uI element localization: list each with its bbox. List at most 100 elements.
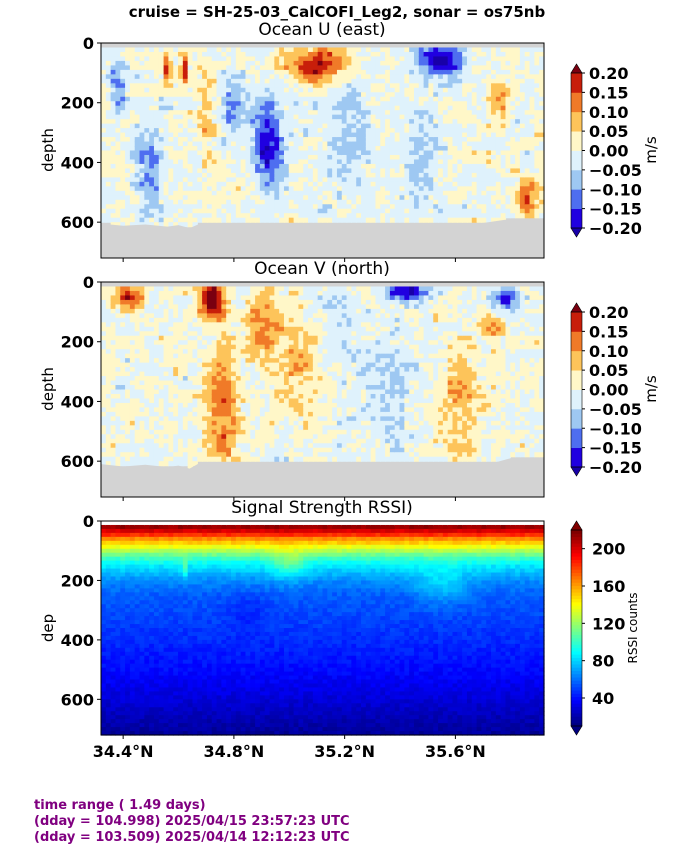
heatmap-cell (245, 83, 251, 89)
heatmap-cell (279, 128, 285, 134)
heatmap-cell (153, 69, 160, 75)
heatmap-cell (433, 105, 439, 111)
heatmap-cell (235, 110, 242, 116)
heatmap-cell (418, 65, 425, 71)
heatmap-cell (327, 87, 333, 93)
heatmap-cell (105, 380, 112, 386)
heatmap-cell (125, 438, 131, 444)
heatmap-cell (308, 159, 314, 165)
heatmap-cell (539, 105, 545, 111)
heatmap-cell (346, 119, 352, 125)
heatmap-cell (341, 51, 348, 58)
heatmap-cell (178, 304, 184, 310)
heatmap-cell (457, 159, 463, 165)
heatmap-cell (466, 114, 473, 120)
heatmap-cell (394, 217, 401, 223)
heatmap-cell (105, 78, 112, 84)
heatmap-cell (452, 190, 458, 196)
heatmap-cell (274, 96, 280, 102)
heatmap-cell (500, 195, 507, 201)
heatmap-cell (221, 56, 227, 62)
heatmap-cell (235, 181, 242, 187)
heatmap-cell (404, 110, 410, 116)
heatmap-cell (139, 376, 145, 382)
heatmap-cell (211, 326, 218, 332)
heatmap-cell (158, 376, 165, 382)
heatmap-cell (105, 407, 112, 413)
heatmap-cell (529, 150, 535, 156)
heatmap-cell (202, 168, 208, 174)
heatmap-cell (139, 51, 145, 58)
heatmap-cell (144, 114, 150, 120)
heatmap-cell (202, 402, 208, 409)
heatmap-cell (279, 159, 285, 165)
heatmap-cell (173, 443, 179, 449)
heatmap-cell (515, 213, 521, 219)
heatmap-cell (250, 195, 256, 201)
heatmap-cell (466, 199, 473, 205)
heatmap-cell (380, 181, 386, 187)
heatmap-cell (158, 150, 165, 156)
heatmap-cell (476, 110, 483, 116)
heatmap-cell (322, 159, 328, 165)
heatmap-cell (293, 78, 300, 84)
heatmap-cell (534, 163, 540, 170)
heatmap-cell (115, 443, 121, 449)
heatmap-cell (269, 172, 275, 178)
heatmap-cell (134, 340, 141, 346)
heatmap-cell (486, 96, 492, 102)
heatmap-cell (134, 452, 141, 458)
heatmap-cell (178, 65, 184, 71)
heatmap-cell (322, 69, 328, 75)
heatmap-cell (365, 208, 372, 214)
heatmap-cell (125, 87, 131, 93)
heatmap-cell (158, 335, 165, 341)
heatmap-cell (178, 290, 184, 297)
heatmap-cell (462, 186, 468, 192)
heatmap-cell (163, 425, 170, 431)
heatmap-cell (389, 137, 396, 143)
heatmap-cell (231, 83, 237, 89)
heatmap-cell (293, 123, 300, 129)
heatmap-cell (163, 137, 170, 143)
heatmap-cell (250, 150, 256, 156)
heatmap-cell (481, 56, 487, 62)
heatmap-cell (115, 78, 121, 84)
heatmap-cell (274, 51, 280, 58)
heatmap-cell (149, 222, 155, 228)
heatmap-cell (125, 163, 131, 170)
heatmap-cell (500, 105, 507, 111)
heatmap-cell (303, 128, 309, 134)
heatmap-cell (139, 452, 145, 458)
heatmap-cell (125, 137, 131, 143)
heatmap-cell (380, 105, 386, 111)
heatmap-cell (221, 367, 227, 373)
heatmap-cell (110, 78, 117, 84)
heatmap-cell (279, 204, 285, 210)
heatmap-cell (283, 56, 290, 62)
heatmap-cell (182, 65, 189, 71)
heatmap-cell (428, 128, 434, 134)
heatmap-cell (149, 304, 155, 310)
heatmap-cell (433, 87, 439, 93)
heatmap-cell (206, 172, 213, 178)
heatmap-cell (115, 186, 121, 192)
heatmap-cell (283, 150, 290, 156)
heatmap-cell (202, 340, 208, 346)
heatmap-cell (283, 101, 290, 107)
heatmap-cell (125, 322, 131, 328)
heatmap-cell (173, 402, 179, 409)
heatmap-cell (158, 92, 165, 98)
heatmap-cell (259, 150, 266, 156)
heatmap-cell (192, 304, 198, 310)
heatmap-cell (178, 389, 184, 395)
heatmap-cell (187, 358, 194, 364)
heatmap-cell (433, 177, 439, 183)
heatmap-cell (206, 317, 213, 323)
heatmap-cell (385, 172, 391, 178)
heatmap-cell (134, 65, 141, 71)
heatmap-cell (216, 416, 222, 422)
heatmap-cell (173, 385, 179, 391)
heatmap-cell (356, 114, 362, 120)
heatmap-cell (211, 177, 218, 183)
